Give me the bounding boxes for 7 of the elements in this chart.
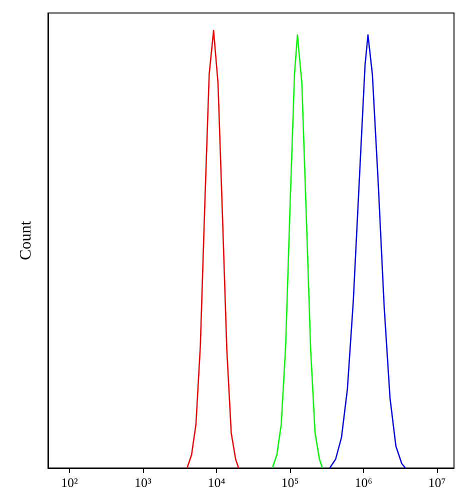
y-axis-title: Count [18, 220, 34, 260]
x-tick-label: 10² [61, 475, 78, 490]
x-tick-label: 10⁴ [208, 475, 226, 490]
x-tick-label: 10⁷ [428, 475, 446, 490]
x-tick-label: 10⁵ [281, 475, 299, 490]
x-tick-label: 10⁶ [354, 475, 372, 490]
x-tick-label: 10³ [134, 475, 152, 490]
